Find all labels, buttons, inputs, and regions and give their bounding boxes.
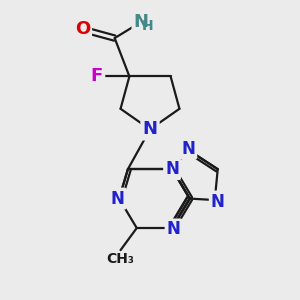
Text: N: N — [111, 190, 124, 208]
Text: N: N — [134, 13, 149, 31]
Text: H: H — [142, 19, 154, 33]
Text: N: N — [211, 193, 225, 211]
Text: O: O — [75, 20, 90, 38]
Text: N: N — [167, 220, 181, 238]
Text: CH₃: CH₃ — [106, 252, 134, 266]
Text: N: N — [165, 160, 179, 178]
Text: F: F — [91, 68, 103, 85]
Text: H: H — [137, 10, 148, 24]
Text: N: N — [181, 140, 195, 158]
Text: N: N — [142, 120, 158, 138]
